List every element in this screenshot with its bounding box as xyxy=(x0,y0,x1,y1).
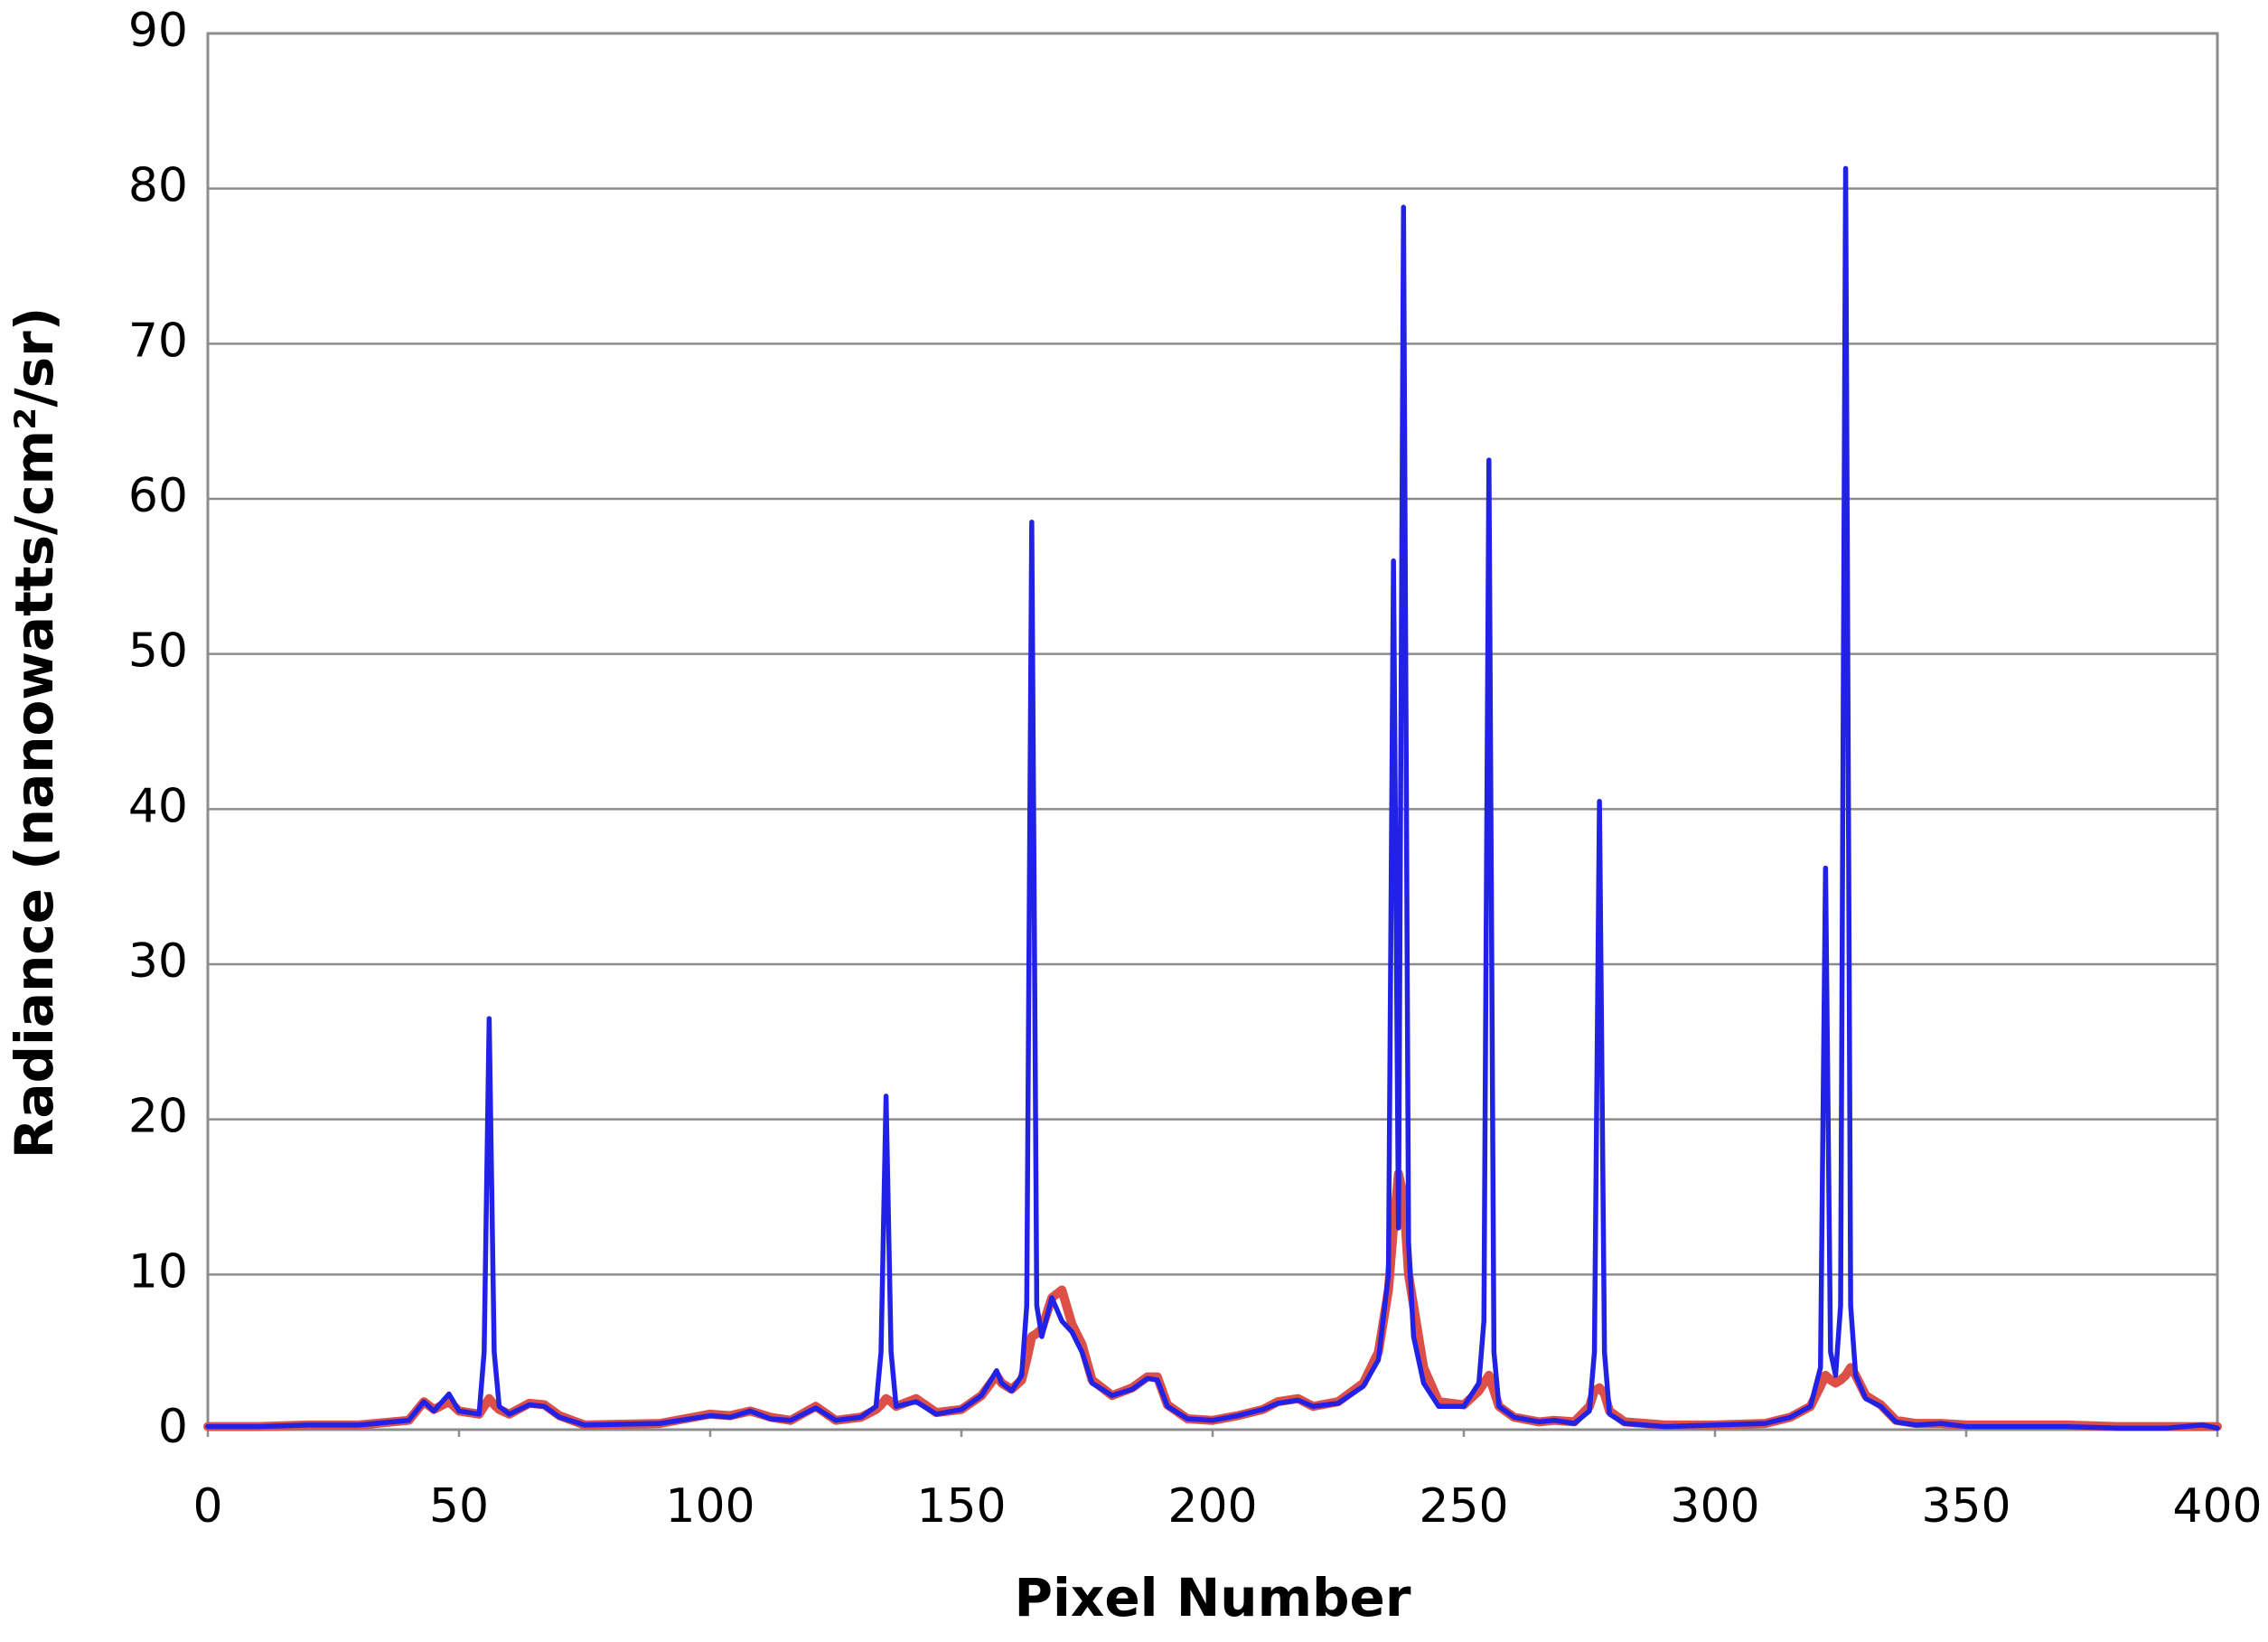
y-tick-label: 90 xyxy=(128,4,188,58)
y-tick-label: 20 xyxy=(128,1090,188,1144)
y-tick-label: 60 xyxy=(128,469,188,523)
plot-area xyxy=(208,33,2217,1430)
x-tick-label: 300 xyxy=(1670,1479,1759,1534)
plot-border xyxy=(206,32,2219,1431)
x-axis-title: Pixel Number xyxy=(1015,1567,1411,1628)
x-tick-label: 200 xyxy=(1167,1479,1257,1534)
x-tick-label: 400 xyxy=(2172,1479,2262,1534)
y-tick-label: 40 xyxy=(128,779,188,833)
y-tick-label: 0 xyxy=(158,1400,188,1454)
y-tick-label: 80 xyxy=(128,159,188,213)
y-tick-label: 70 xyxy=(128,314,188,368)
x-tick-label: 350 xyxy=(1921,1479,2010,1534)
y-axis-title: Radiance (nanowatts/cm²/sr) xyxy=(4,307,65,1159)
series-line xyxy=(205,165,2220,1431)
y-tick-label: 10 xyxy=(128,1244,188,1299)
x-tick-label: 50 xyxy=(429,1479,489,1534)
x-tick-label: 150 xyxy=(916,1479,1006,1534)
x-tick-label: 0 xyxy=(192,1479,222,1534)
x-tick-label: 250 xyxy=(1419,1479,1508,1534)
y-tick-label: 30 xyxy=(128,934,188,989)
x-tick-label: 100 xyxy=(665,1479,754,1534)
y-tick-label: 50 xyxy=(128,624,188,679)
